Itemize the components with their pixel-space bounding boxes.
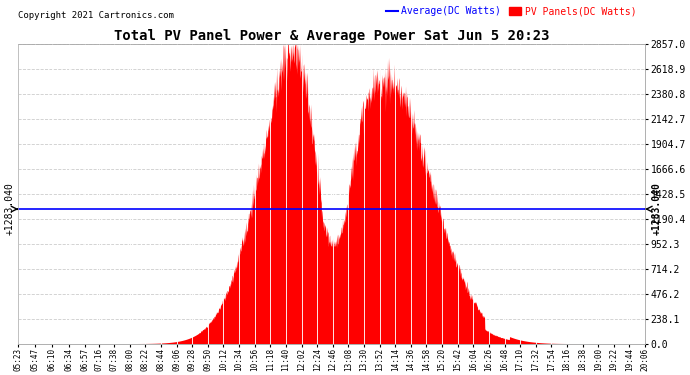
Text: +1283.040: +1283.040: [652, 183, 662, 236]
Text: Copyright 2021 Cartronics.com: Copyright 2021 Cartronics.com: [19, 11, 174, 20]
Legend: Average(DC Watts), PV Panels(DC Watts): Average(DC Watts), PV Panels(DC Watts): [382, 3, 640, 20]
Title: Total PV Panel Power & Average Power Sat Jun 5 20:23: Total PV Panel Power & Average Power Sat…: [114, 29, 549, 43]
